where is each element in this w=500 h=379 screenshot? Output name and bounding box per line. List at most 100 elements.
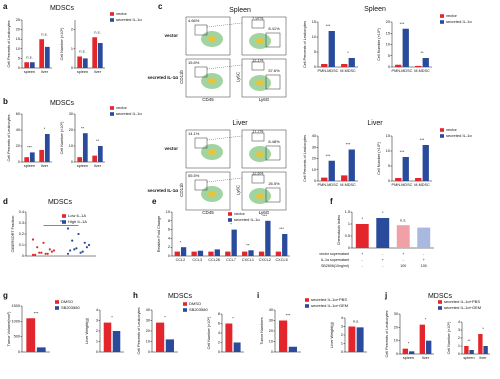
panel-label: j (384, 291, 387, 300)
bar (265, 220, 271, 256)
significance: * (232, 316, 234, 321)
significance: * (347, 50, 349, 55)
y-tick-label: 0 (18, 350, 20, 354)
y-tick-label: 8 (168, 219, 170, 223)
y-tick-label: 2 (341, 333, 343, 337)
significance: * (44, 126, 46, 131)
data-point (50, 250, 54, 253)
legend-label: vector (446, 13, 458, 18)
significance: * (425, 317, 427, 322)
bar (248, 250, 254, 256)
bar (422, 145, 429, 181)
legend-swatch (305, 304, 309, 308)
x-tick-label: CCL3 (192, 258, 202, 262)
bar (44, 134, 50, 162)
data-point (31, 238, 35, 241)
y-axis-label: Cell Number (×10⁶) (377, 27, 381, 60)
y-axis-label: Cell Number (×10⁶) (60, 27, 64, 60)
significance: *** (326, 153, 331, 158)
significance: ** (420, 50, 424, 55)
gate (265, 32, 281, 48)
x-tick-label: spleen (463, 356, 474, 360)
y-tick-label: 2 (168, 245, 170, 249)
y-tick-label: 0.2 (19, 232, 24, 236)
bar (288, 346, 297, 352)
legend-swatch (110, 12, 114, 16)
panel-label: a (3, 2, 8, 11)
y-tick-label: 20 (16, 28, 20, 32)
bar (469, 350, 474, 354)
bar (112, 331, 121, 352)
y-tick-label: 40 (16, 128, 20, 132)
flow-plot (185, 16, 231, 56)
significance: * (361, 216, 363, 221)
gate-percent: 8.48% (268, 139, 280, 144)
y-tick-label: 5 (314, 50, 316, 54)
panel-label: f (330, 197, 333, 206)
y-tick-label: 15 (16, 37, 20, 41)
y-tick-label: 0 (218, 350, 220, 354)
bar (77, 56, 83, 68)
gate (194, 137, 208, 149)
y-tick-label: 0 (314, 179, 316, 183)
axis-label: CD11b (179, 183, 184, 197)
y-axis-label: Cell Percents of Leukocytes (7, 20, 11, 67)
table-cell: - (423, 252, 425, 256)
gate (194, 66, 208, 78)
y-tick-label: 0.3 (19, 221, 24, 225)
table-cell: - (362, 264, 364, 268)
bar (341, 64, 348, 67)
panel-label: g (3, 291, 8, 300)
bar (82, 133, 88, 162)
y-tick-label: 0.1 (19, 243, 24, 247)
bar (321, 177, 328, 181)
y-tick-label: 0 (388, 179, 390, 183)
bar (419, 324, 425, 354)
flow-density-core (208, 191, 216, 197)
y-tick-label: 0.5 (345, 234, 350, 238)
x-tick-label: CXCL2 (259, 258, 271, 262)
y-tick-label: 30 (146, 319, 150, 323)
x-tick-label: M-MDSC (414, 69, 430, 73)
bar (356, 327, 364, 352)
legend-label: secreted IL-1α+GEM (444, 305, 481, 310)
y-tick-label: 5 (388, 164, 390, 168)
y-tick-label: 0 (341, 350, 343, 354)
x-tick-label: spleen (77, 70, 88, 74)
y-tick-label: 20 (386, 20, 390, 24)
significance: * (60, 220, 62, 226)
bar (275, 251, 282, 256)
legend-label: vector (116, 105, 128, 110)
gate-percent: 57.6% (268, 68, 280, 73)
y-tick-label: 2 (218, 341, 220, 345)
y-tick-label: 0 (314, 65, 316, 69)
y-axis-label: Tumor Numbers (260, 317, 264, 344)
flow-density-core (208, 78, 216, 84)
significance: n.s. (41, 31, 47, 36)
bar (29, 152, 35, 162)
y-tick-label: 0 (71, 160, 73, 164)
x-tick-label: liver (94, 164, 102, 168)
legend-label: secreted IL-1α+PBS (444, 299, 480, 304)
y-tick-label: 10 (69, 144, 73, 148)
significance: *** (262, 213, 267, 218)
y-axis-label: Liver Weight(g) (330, 321, 334, 347)
panel-label: b (3, 97, 8, 106)
table-row-label: IL-1α supernatant (321, 258, 349, 262)
y-axis-label: Cell Percents of Leukocytes (303, 21, 307, 68)
table-cell: - (382, 252, 384, 256)
bar (92, 37, 98, 68)
row-label: vector (164, 146, 178, 151)
gate-percent: 17.7% (252, 129, 264, 134)
gate-percent: 14.1% (188, 131, 200, 136)
y-tick-label: 20 (16, 144, 20, 148)
flow-density-core (256, 80, 264, 86)
y-tick-label: 5 (388, 54, 390, 58)
y-tick-label: 4 (96, 308, 98, 312)
significance: n.s. (94, 29, 100, 34)
chart-title: MDSCs (50, 100, 75, 107)
flow-density-core (208, 36, 216, 42)
bar (464, 346, 469, 354)
bar (348, 326, 356, 352)
bar (341, 175, 348, 181)
